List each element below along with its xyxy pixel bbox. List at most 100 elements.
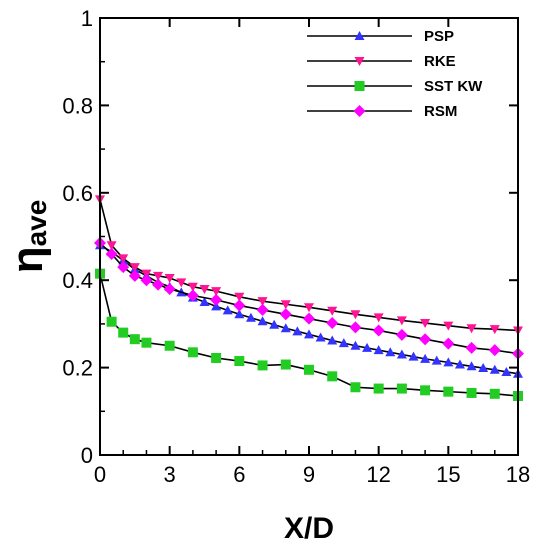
- series-layer: [94, 195, 524, 402]
- data-point: [152, 278, 165, 291]
- x-tick-label: 6: [233, 462, 245, 487]
- data-point: [245, 312, 256, 322]
- data-point: [303, 312, 315, 325]
- y-tick-label: 0.2: [62, 356, 93, 381]
- legend: PSP RKE SST KW RSM: [307, 28, 483, 120]
- x-tick-label: 0: [94, 462, 106, 487]
- x-tick-label: 12: [366, 462, 390, 487]
- data-point: [279, 308, 292, 321]
- x-tick-label: 15: [436, 462, 460, 487]
- data-point: [234, 309, 245, 319]
- data-point: [408, 351, 419, 361]
- legend-label: PSP: [424, 28, 454, 45]
- data-point: [234, 292, 245, 302]
- data-point: [280, 323, 291, 333]
- data-point: [187, 347, 198, 358]
- series-line: [99, 242, 519, 355]
- data-point: [292, 326, 303, 336]
- data-point: [141, 337, 152, 348]
- legend-marker: [354, 31, 365, 40]
- legend-label: SST KW: [424, 78, 483, 95]
- data-point: [153, 271, 164, 281]
- data-point: [466, 387, 477, 398]
- data-point: [443, 357, 454, 367]
- data-point: [443, 321, 454, 331]
- data-point: [420, 319, 431, 329]
- data-point: [211, 287, 222, 297]
- data-point: [128, 269, 141, 282]
- data-point: [465, 341, 478, 354]
- data-point: [257, 316, 268, 326]
- data-point: [129, 263, 140, 273]
- y-axis-label-symbol: η: [3, 246, 52, 273]
- axis-ticks: 0 3 6 9 12 15 18 0 0.2 0.4 0.6 0.8 1: [62, 6, 530, 487]
- data-point: [164, 274, 175, 284]
- data-point: [257, 297, 268, 307]
- data-point: [478, 363, 489, 373]
- legend-entry: RSM: [307, 103, 457, 120]
- data-point: [199, 284, 210, 294]
- data-point: [199, 297, 210, 307]
- data-point: [210, 293, 223, 306]
- series-rsm: [94, 237, 524, 360]
- legend-label: RSM: [424, 103, 457, 120]
- data-point: [118, 254, 129, 264]
- data-point: [106, 316, 117, 327]
- data-point: [211, 352, 222, 363]
- data-point: [327, 306, 338, 316]
- data-point: [129, 334, 140, 345]
- y-tick-label: 0.6: [62, 181, 93, 206]
- x-axis-label: X/D: [284, 512, 334, 545]
- data-point: [187, 282, 198, 292]
- data-point: [256, 303, 269, 316]
- legend-entry: PSP: [307, 28, 454, 45]
- y-axis-label-subscript: ave: [21, 200, 52, 247]
- data-point: [117, 261, 130, 274]
- data-point: [211, 301, 222, 311]
- data-point: [395, 328, 408, 341]
- data-point: [234, 356, 245, 367]
- data-point: [304, 303, 314, 313]
- data-point: [501, 366, 512, 376]
- series-sst-kw: [95, 268, 523, 402]
- data-point: [385, 347, 396, 357]
- data-point: [186, 289, 199, 302]
- data-point: [350, 382, 361, 393]
- data-point: [396, 316, 407, 326]
- data-point: [373, 313, 384, 323]
- legend-entry: RKE: [307, 53, 456, 70]
- data-point: [163, 282, 176, 295]
- data-point: [350, 340, 361, 350]
- data-point: [420, 385, 431, 396]
- data-point: [443, 386, 454, 397]
- series-rke: [95, 195, 523, 336]
- data-point: [304, 364, 314, 375]
- data-point: [280, 300, 291, 310]
- data-point: [315, 332, 326, 342]
- data-point: [431, 355, 442, 365]
- data-point: [233, 299, 246, 312]
- data-point: [269, 319, 280, 329]
- data-point: [118, 327, 129, 338]
- x-tick-label: 18: [506, 462, 530, 487]
- data-point: [141, 269, 152, 279]
- data-point: [442, 337, 455, 350]
- data-point: [304, 329, 314, 339]
- data-point: [164, 340, 175, 351]
- data-point: [488, 344, 501, 357]
- data-point: [372, 324, 385, 337]
- data-point: [350, 310, 361, 320]
- y-tick-label: 0.4: [62, 268, 93, 293]
- y-tick-label: 0: [81, 443, 93, 468]
- data-point: [373, 383, 384, 394]
- data-point: [349, 321, 362, 334]
- data-point: [454, 359, 465, 369]
- data-point: [396, 383, 407, 394]
- data-point: [362, 342, 373, 352]
- data-point: [466, 361, 477, 371]
- data-point: [257, 360, 268, 371]
- data-point: [489, 388, 500, 399]
- y-axis-label: ηave: [3, 200, 52, 274]
- data-point: [373, 345, 384, 355]
